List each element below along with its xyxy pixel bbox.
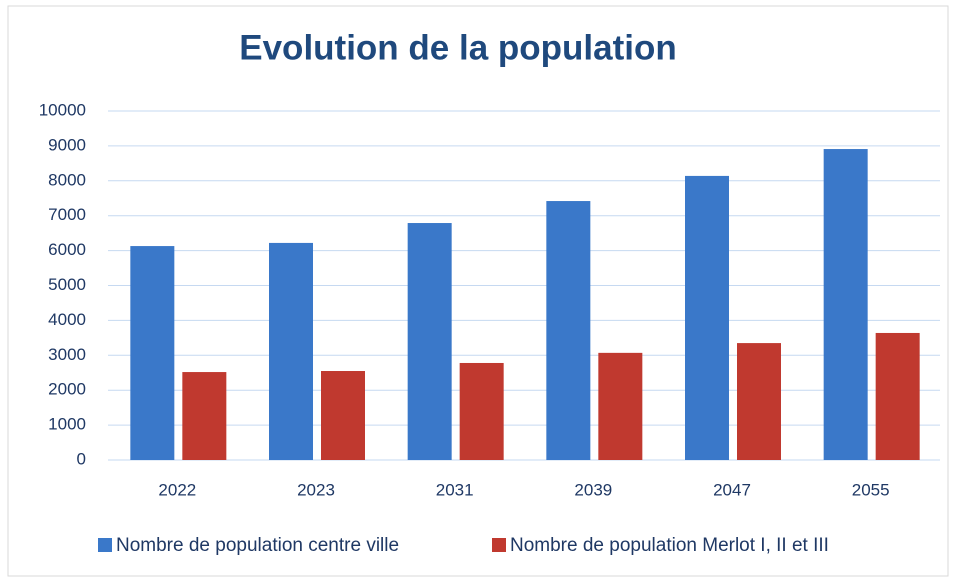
- bar: [546, 201, 591, 461]
- bar: [459, 362, 504, 460]
- y-tick-label: 2000: [48, 380, 86, 399]
- bar: [269, 242, 313, 460]
- chart-title: Evolution de la population: [239, 28, 676, 67]
- bar: [321, 371, 365, 460]
- bar: [130, 246, 175, 460]
- y-tick-label: 0: [77, 449, 86, 468]
- y-tick-label: 1000: [48, 415, 86, 434]
- bar: [685, 175, 729, 460]
- y-tick-label: 10000: [39, 100, 86, 119]
- bar: [598, 352, 643, 460]
- y-tick-label: 5000: [48, 275, 86, 294]
- legend-swatch: [98, 538, 112, 552]
- bar: [875, 332, 920, 460]
- y-tick-label: 3000: [48, 345, 86, 364]
- y-tick-label: 7000: [48, 205, 86, 224]
- x-tick-label: 2047: [713, 480, 751, 499]
- y-tick-label: 8000: [48, 170, 86, 189]
- x-tick-label: 2055: [852, 480, 890, 499]
- bar: [407, 223, 452, 460]
- y-tick-label: 9000: [48, 135, 86, 154]
- y-tick-label: 6000: [48, 240, 86, 259]
- legend-label: Nombre de population centre ville: [116, 535, 399, 556]
- legend-swatch: [492, 538, 506, 552]
- y-tick-label: 4000: [48, 310, 86, 329]
- x-tick-label: 2023: [297, 480, 335, 499]
- legend-label: Nombre de population Merlot I, II et III: [510, 535, 829, 556]
- bar: [823, 149, 868, 460]
- bar: [737, 343, 781, 460]
- x-tick-label: 2022: [158, 480, 196, 499]
- x-tick-label: 2031: [436, 480, 474, 499]
- x-tick-label: 2039: [574, 480, 612, 499]
- bar: [182, 372, 227, 460]
